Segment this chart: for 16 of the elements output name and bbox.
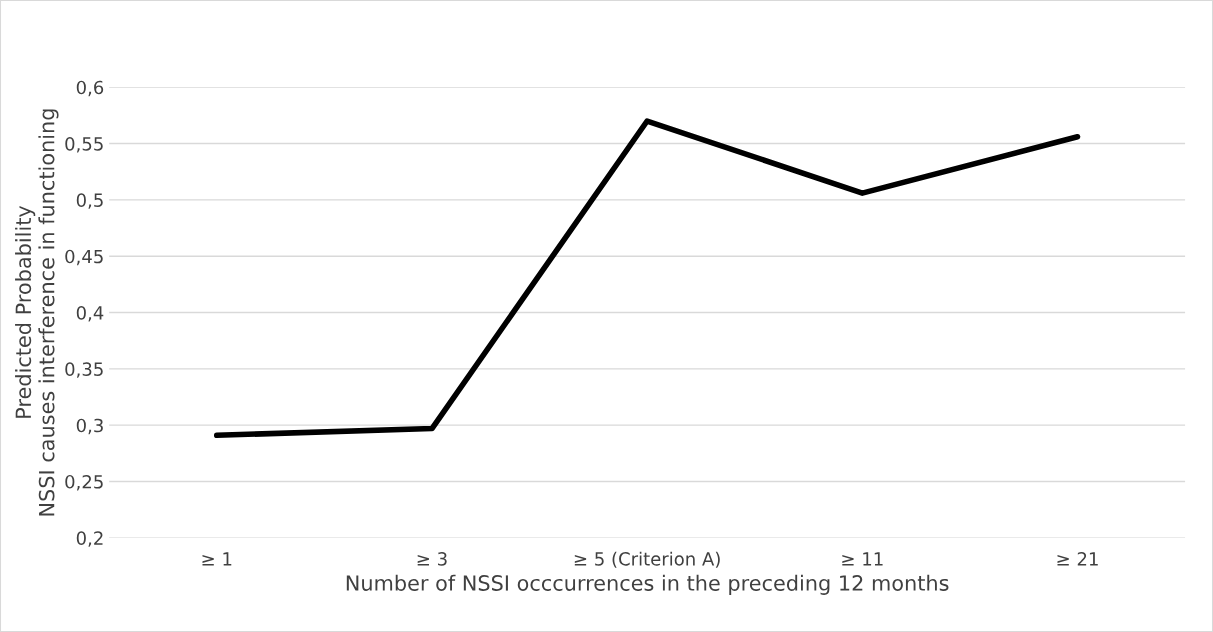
y-tick-label: 0,4 xyxy=(76,305,104,322)
y-tick-label: 0,6 xyxy=(76,80,104,97)
x-axis-title: Number of NSSI occcurrences in the preceding 12 months xyxy=(346,574,949,595)
x-tick-label: ≥ 11 xyxy=(842,552,883,566)
y-tick-label: 0,35 xyxy=(65,362,103,378)
y-axis-title: Predicted Probability NSSI causes interference in functioning xyxy=(15,109,59,516)
y-tick-label: 0,55 xyxy=(65,137,103,153)
x-tick-label: ≥ 21 xyxy=(1057,552,1098,566)
y-tick-label: 0,5 xyxy=(76,193,103,209)
x-tick-label: ≥ 5 (Criterion A) xyxy=(574,551,720,568)
y-tick-label: 0,3 xyxy=(76,418,103,435)
y-tick-label: 0,2 xyxy=(76,531,103,547)
y-tick-label: 0,25 xyxy=(65,474,103,491)
x-tick-label: ≥ 3 xyxy=(417,552,447,566)
x-tick-label: ≥ 1 xyxy=(202,552,232,566)
y-tick-label: 0,45 xyxy=(65,249,103,266)
